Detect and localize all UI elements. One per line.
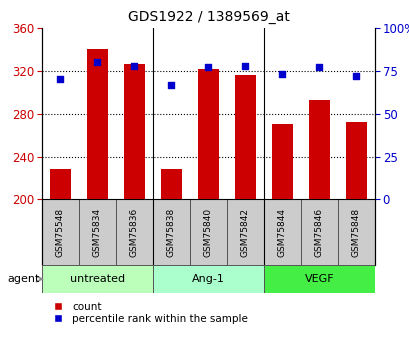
Text: GSM75836: GSM75836 bbox=[130, 208, 139, 257]
Bar bbox=[79, 199, 116, 265]
Bar bbox=[42, 265, 153, 293]
Text: agent: agent bbox=[7, 274, 40, 284]
Text: untreated: untreated bbox=[70, 274, 125, 284]
Point bbox=[205, 65, 211, 70]
Point bbox=[242, 63, 248, 68]
Bar bbox=[198, 69, 218, 199]
Bar bbox=[263, 199, 300, 265]
Bar bbox=[308, 100, 329, 199]
Bar bbox=[189, 199, 227, 265]
Bar bbox=[300, 199, 337, 265]
Bar bbox=[124, 65, 144, 199]
Bar bbox=[42, 199, 79, 265]
Title: GDS1922 / 1389569_at: GDS1922 / 1389569_at bbox=[127, 10, 289, 24]
Legend: count, percentile rank within the sample: count, percentile rank within the sample bbox=[47, 302, 247, 324]
Point bbox=[57, 77, 64, 82]
Point bbox=[279, 71, 285, 77]
Bar bbox=[337, 199, 374, 265]
Point bbox=[131, 63, 137, 68]
Bar bbox=[227, 199, 263, 265]
Bar bbox=[263, 265, 374, 293]
Bar bbox=[153, 265, 263, 293]
Bar bbox=[87, 49, 108, 199]
Text: GSM75848: GSM75848 bbox=[351, 208, 360, 257]
Bar bbox=[272, 125, 292, 199]
Point bbox=[315, 65, 322, 70]
Text: GSM75840: GSM75840 bbox=[204, 208, 213, 257]
Bar bbox=[116, 199, 153, 265]
Text: GSM75846: GSM75846 bbox=[314, 208, 323, 257]
Text: Ang-1: Ang-1 bbox=[191, 274, 225, 284]
Point bbox=[168, 82, 174, 87]
Bar bbox=[161, 169, 181, 199]
Text: GSM75838: GSM75838 bbox=[166, 208, 175, 257]
Bar bbox=[346, 122, 366, 199]
Bar bbox=[153, 199, 189, 265]
Text: GSM75548: GSM75548 bbox=[56, 208, 65, 257]
Point bbox=[94, 60, 101, 65]
Bar bbox=[235, 75, 255, 199]
Text: GSM75842: GSM75842 bbox=[240, 208, 249, 257]
Text: GSM75834: GSM75834 bbox=[93, 208, 102, 257]
Text: GSM75844: GSM75844 bbox=[277, 208, 286, 257]
Bar bbox=[50, 169, 70, 199]
Point bbox=[353, 73, 359, 79]
Text: VEGF: VEGF bbox=[304, 274, 333, 284]
